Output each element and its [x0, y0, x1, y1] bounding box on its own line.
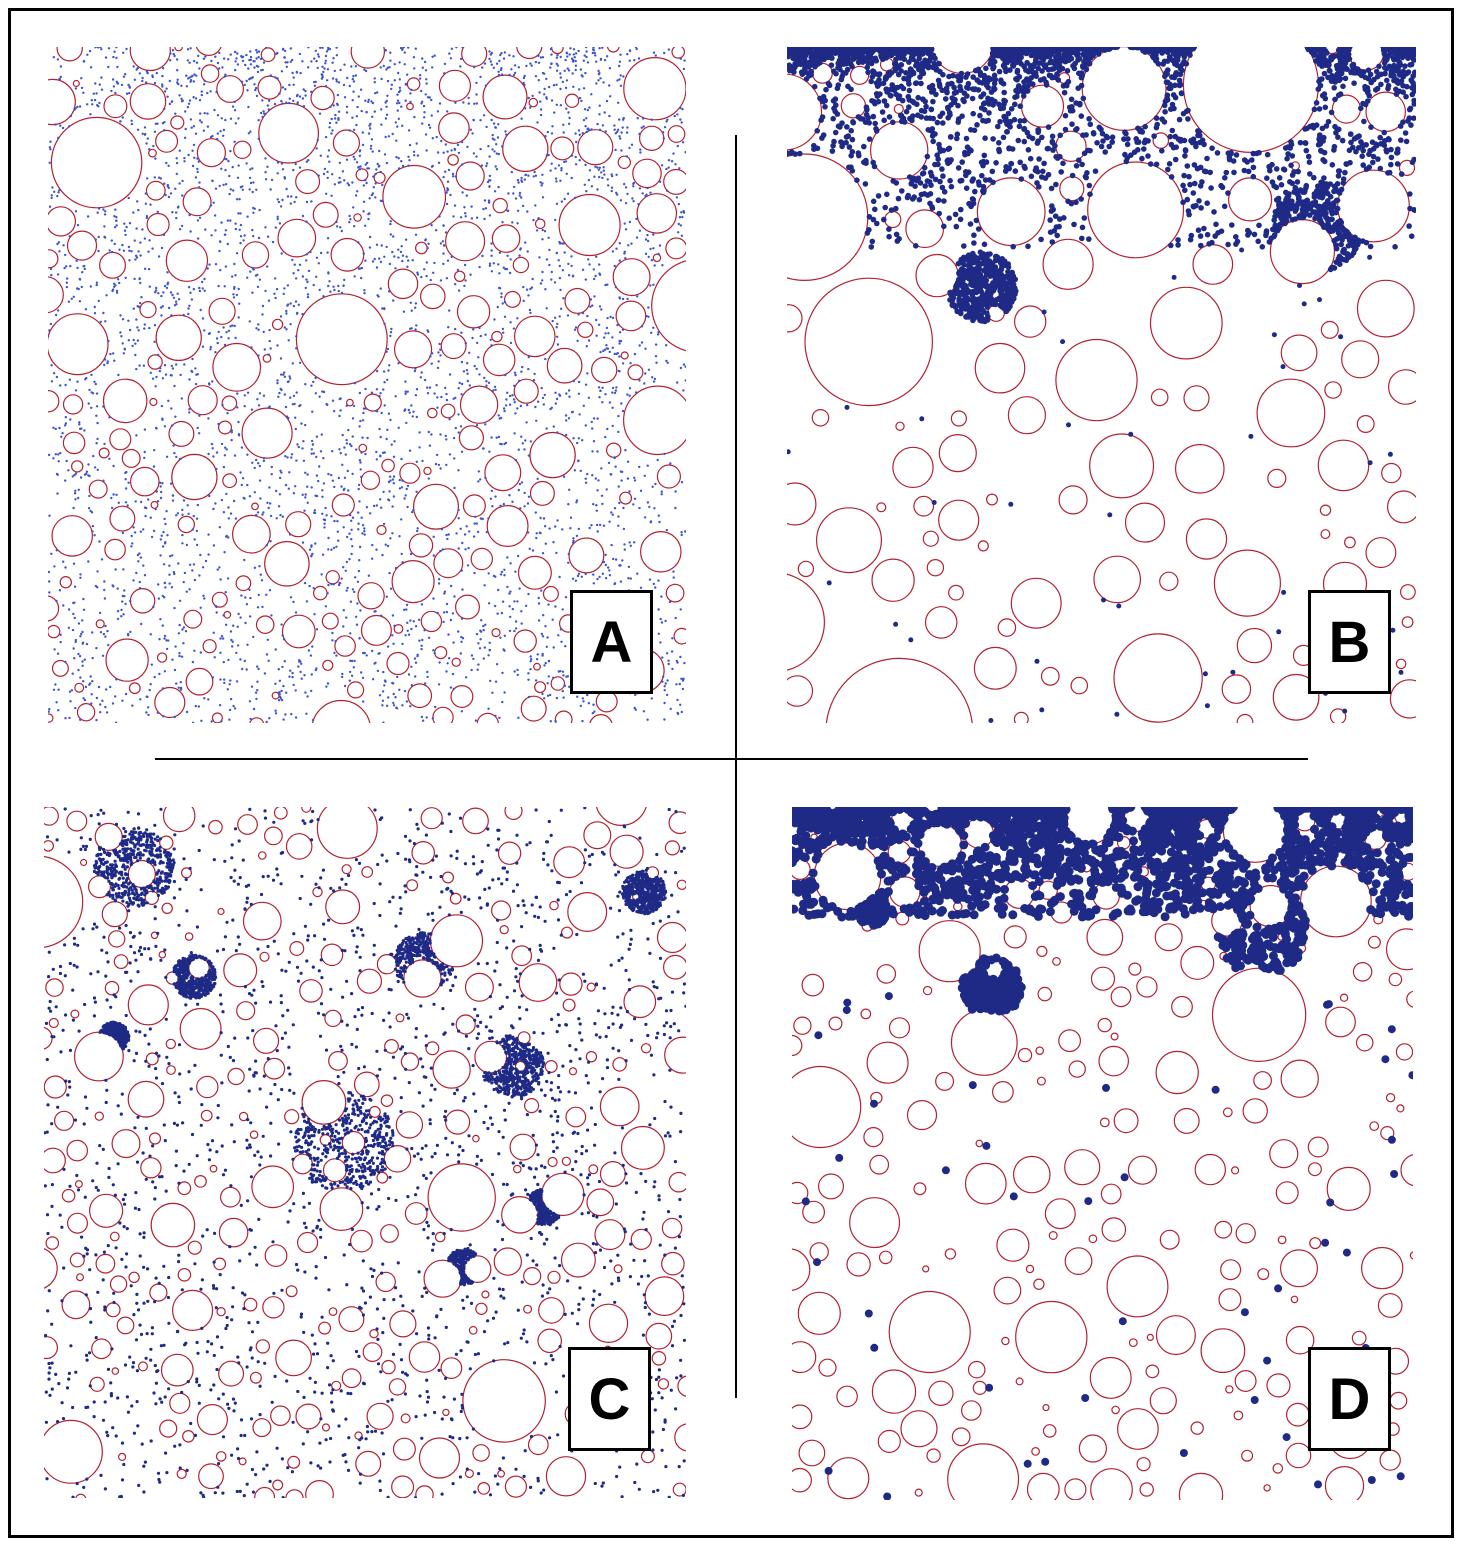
panel-b-simulation — [787, 47, 1416, 723]
panel-a — [48, 47, 686, 723]
particles — [787, 47, 1416, 723]
panel-c-simulation — [44, 807, 686, 1498]
particles — [48, 47, 686, 723]
panel-a-simulation — [48, 47, 686, 723]
panel-b — [787, 47, 1416, 723]
horizontal-divider — [155, 758, 1308, 760]
panel-d-simulation — [792, 807, 1413, 1500]
vertical-divider — [735, 135, 737, 1398]
aggregate-circles — [48, 47, 686, 723]
panel-label-d: D — [1308, 1347, 1391, 1451]
aggregate-circles — [792, 807, 1413, 1500]
panel-label-b: B — [1308, 590, 1391, 694]
panel-label-a: A — [570, 590, 653, 694]
particles — [792, 807, 1413, 1500]
panel-label-c: C — [568, 1347, 651, 1451]
aggregate-circles — [44, 807, 686, 1498]
